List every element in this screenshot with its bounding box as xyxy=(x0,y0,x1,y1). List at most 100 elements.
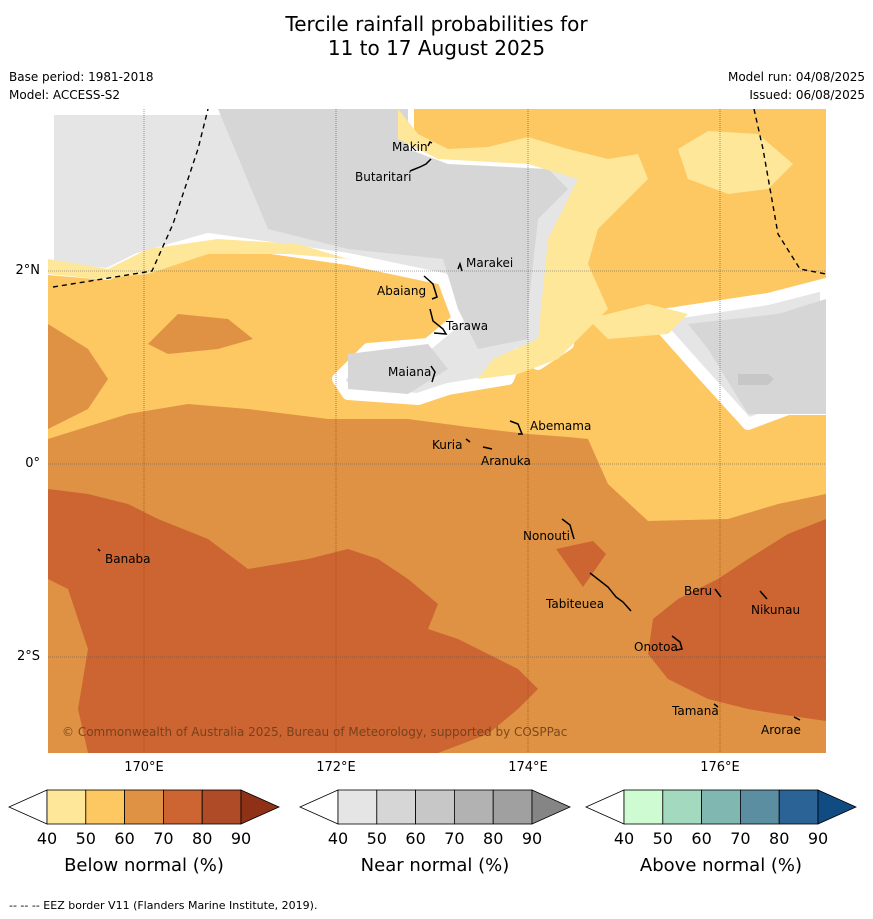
island-beru xyxy=(714,588,722,598)
island-arorae xyxy=(793,716,801,721)
colorbar-segment xyxy=(701,789,741,825)
label-tarawa: Tarawa xyxy=(445,319,488,333)
region-below-60-patch xyxy=(148,314,253,354)
eez-footnote: -- -- -- EEZ border V11 (Flanders Marine… xyxy=(9,899,318,912)
island-butaritari xyxy=(409,158,432,172)
colorbar-tick-label: 80 xyxy=(483,829,503,848)
colorbar-tick-label: 50 xyxy=(76,829,96,848)
model-name: Model: ACCESS-S2 xyxy=(9,88,121,102)
lat-label-2s: 2°S xyxy=(16,649,40,664)
label-marakei: Marakei xyxy=(466,256,513,270)
colorbar-under-triangle xyxy=(8,789,48,825)
island-makin xyxy=(427,140,433,147)
colorbar-segment xyxy=(162,789,203,825)
label-aranuka: Aranuka xyxy=(481,454,531,468)
colorbar-segment xyxy=(492,789,533,825)
title-line-1: Tercile rainfall probabilities for xyxy=(285,12,588,36)
colorbar-tick-label: 60 xyxy=(691,829,711,848)
colorbar-tick-label: 50 xyxy=(653,829,673,848)
label-nonouti: Nonouti xyxy=(523,529,570,543)
title-line-2: 11 to 17 August 2025 xyxy=(327,36,546,60)
meta-left: Base period: 1981-2018 Model: ACCESS-S2 xyxy=(9,68,154,104)
colorbar-tick-label: 90 xyxy=(522,829,542,848)
island-marakei xyxy=(457,261,463,272)
region-below-70-patch xyxy=(556,541,606,587)
label-beru: Beru xyxy=(684,584,712,598)
island-onotoa xyxy=(671,635,683,651)
colorbar-tick-label: 60 xyxy=(114,829,134,848)
colorbar-tick-label: 90 xyxy=(808,829,828,848)
region-below-40 xyxy=(398,109,648,379)
colorbar-title: Below normal (%) xyxy=(64,855,224,876)
colorbar-tick-label: 40 xyxy=(37,829,57,848)
eez-border xyxy=(52,109,826,288)
lon-label-176e: 176°E xyxy=(700,760,740,775)
colorbar-tick-label: 70 xyxy=(153,829,173,848)
meta-right: Model run: 04/08/2025 Issued: 06/08/2025 xyxy=(728,68,865,104)
island-tarawa xyxy=(429,308,448,335)
label-arorae: Arorae xyxy=(761,723,801,737)
colorbar-tick-label: 80 xyxy=(769,829,789,848)
island-tamana xyxy=(713,703,719,708)
colorbar-below: 40 50 60 70 80 90 Below normal (%) xyxy=(8,789,280,876)
region-near-60-right xyxy=(738,374,774,385)
region-below-40-b xyxy=(678,131,793,194)
gridlines xyxy=(48,109,826,753)
island-nonouti xyxy=(561,518,575,540)
region-below-40-d xyxy=(588,304,688,339)
colorbar-segment xyxy=(453,789,494,825)
label-banaba: Banaba xyxy=(105,552,151,566)
lon-label-172e: 172°E xyxy=(316,760,356,775)
base-period: Base period: 1981-2018 xyxy=(9,70,154,84)
island-abemama xyxy=(509,420,524,435)
island-banaba xyxy=(97,548,101,552)
model-run: Model run: 04/08/2025 xyxy=(727,70,865,84)
colorbar-title: Near normal (%) xyxy=(361,855,510,876)
island-aranuka xyxy=(482,446,493,450)
islands xyxy=(97,140,801,721)
legend-svg: 40 50 60 70 80 90 Below normal (%) 40 50 60 70 80 90… xyxy=(8,789,857,876)
colorbar-segment xyxy=(124,789,164,825)
label-butaritari: Butaritari xyxy=(355,170,412,184)
colorbar-segment xyxy=(46,789,87,825)
colorbar-above: 40 50 60 70 80 90 Above normal (%) xyxy=(585,789,857,876)
lon-label-170e: 170°E xyxy=(124,760,164,775)
label-onotoa: Onotoa xyxy=(634,640,678,654)
island-tabiteuea xyxy=(589,572,632,612)
colorbar-title: Above normal (%) xyxy=(640,855,802,876)
colorbar-tick-label: 80 xyxy=(192,829,212,848)
island-kuria xyxy=(465,438,471,443)
lat-label-2n: 2°N xyxy=(15,263,41,278)
lon-label-174e: 174°E xyxy=(508,760,548,775)
island-nikunau xyxy=(759,590,768,600)
colorbar-tick-label: 90 xyxy=(231,829,251,848)
colorbar-segment xyxy=(662,789,702,825)
region-below-60-west xyxy=(48,324,108,429)
issued-date: Issued: 06/08/2025 xyxy=(749,88,865,102)
colorbar-segment xyxy=(778,789,819,825)
colorbar-tick-label: 40 xyxy=(328,829,348,848)
colorbar-segment xyxy=(740,789,780,825)
place-labels: Makin Butaritari Marakei Abaiang Tarawa … xyxy=(105,140,801,737)
colorbar-tick-label: 50 xyxy=(367,829,387,848)
colorbar-tick-label: 60 xyxy=(405,829,425,848)
label-tamana: Tamana xyxy=(671,704,719,718)
colorbar-over-triangle xyxy=(240,789,280,825)
island-maiana xyxy=(430,365,436,383)
colorbar-under-triangle xyxy=(299,789,339,825)
colorbar-over-triangle xyxy=(531,789,571,825)
probability-map: Makin Butaritari Marakei Abaiang Tarawa … xyxy=(48,109,826,753)
region-below-70 xyxy=(48,489,538,753)
colorbar-near: 40 50 60 70 80 90 Near normal (%) xyxy=(299,789,571,876)
lat-label-0: 0° xyxy=(25,456,40,471)
label-makin: Makin xyxy=(392,140,428,154)
region-near-50-right xyxy=(688,299,826,414)
colorbar-tick-label: 70 xyxy=(730,829,750,848)
region-near-50-b xyxy=(348,344,448,394)
island-abaiang xyxy=(423,275,438,300)
copyright-text: © Commonwealth of Australia 2025, Bureau… xyxy=(62,725,567,739)
colorbar-segment xyxy=(85,789,126,825)
label-maiana: Maiana xyxy=(388,365,431,379)
label-abaiang: Abaiang xyxy=(377,284,426,298)
region-below-70-east xyxy=(648,519,826,721)
